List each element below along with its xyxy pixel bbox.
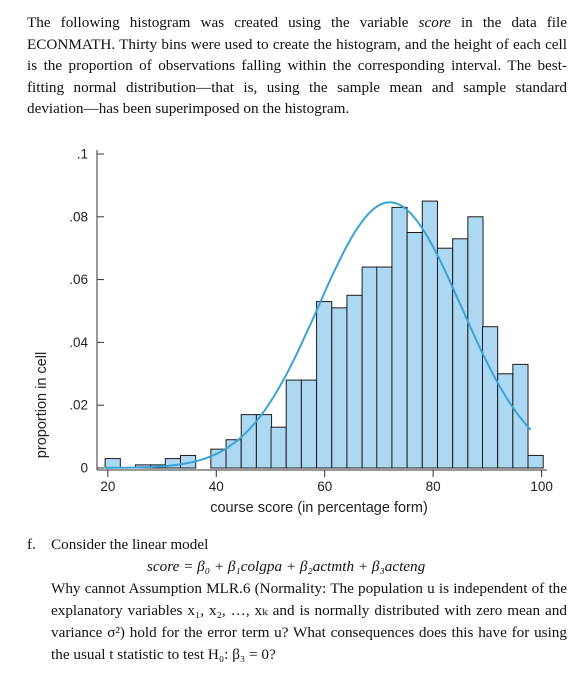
histogram-bar	[316, 301, 333, 469]
y-tick-label: .04	[69, 335, 88, 350]
x-tick-label: 20	[100, 479, 115, 494]
variable-name: score	[418, 14, 451, 31]
histogram-chart: 0 .02 .04 .06 .08 .1 20 40 60 80 100 proportion in…	[34, 147, 553, 517]
histogram-bar	[376, 266, 393, 469]
histogram-bar	[361, 266, 378, 469]
problem-intro: The following histogram was created usin…	[27, 12, 567, 120]
intro-text-2: in the data file ECONMATH. Thirty bins w…	[27, 14, 567, 118]
histogram-bar	[406, 232, 423, 469]
histogram-bar	[331, 307, 348, 469]
histogram-bars	[104, 200, 544, 469]
histogram-bar	[527, 454, 544, 469]
intro-text-1: The following histogram was created usin…	[27, 14, 419, 31]
y-axis-label: proportion in cell	[34, 352, 50, 458]
normal-density-curve	[105, 201, 532, 469]
x-tick-label: 40	[209, 479, 224, 494]
histogram-bar	[270, 426, 287, 469]
histogram-bar	[255, 414, 273, 469]
histogram-bar	[467, 216, 484, 469]
histogram-bar	[452, 238, 469, 469]
histogram-bar	[391, 206, 408, 469]
histogram-bar	[300, 379, 318, 469]
histogram-bar	[104, 458, 121, 469]
y-tick-label: .1	[77, 147, 88, 162]
x-tick-label: 60	[317, 479, 332, 494]
histogram-bar	[481, 326, 499, 469]
x-tick-label: 80	[426, 479, 441, 494]
part-lead-text: Consider the linear model	[51, 536, 209, 553]
part-label: f.	[27, 536, 36, 553]
chart-axes: 0 .02 .04 .06 .08 .1 20 40 60 80 100	[69, 147, 553, 495]
histogram-bar	[346, 294, 363, 469]
y-tick-label: 0	[80, 461, 88, 476]
question-text: Why cannot Assumption MLR.6 (Normality: …	[51, 580, 567, 663]
y-tick-label: .02	[69, 398, 88, 413]
x-tick-label: 100	[530, 479, 553, 494]
y-tick-label: .06	[69, 272, 88, 287]
x-axis-label: course score (in percentage form)	[210, 500, 428, 516]
histogram-bar	[285, 379, 302, 469]
regression-model-equation: score = β₀ + β₁colgpa + β₂actmth + β₃act…	[147, 558, 426, 575]
y-tick-label: .08	[69, 209, 88, 224]
